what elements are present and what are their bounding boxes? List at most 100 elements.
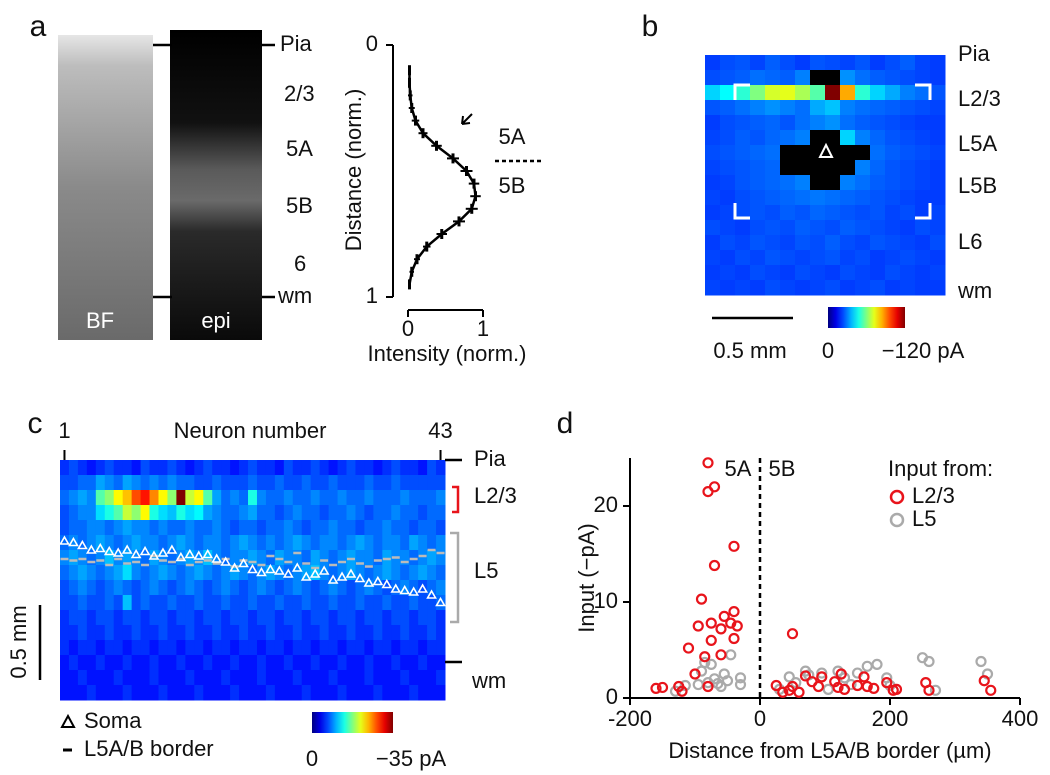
heatmap-cell xyxy=(780,100,796,116)
heatmap-cell xyxy=(409,655,419,671)
heatmap-cell xyxy=(122,595,133,611)
heatmap-cell xyxy=(915,55,931,71)
heatmap-cell xyxy=(167,685,177,701)
heatmap-cell xyxy=(68,685,79,701)
heatmap-cell xyxy=(337,475,348,491)
heatmap-cell xyxy=(409,670,419,686)
heatmap-cell xyxy=(185,460,195,476)
heatmap-cell xyxy=(705,175,721,191)
layer-label: 5A xyxy=(286,136,313,161)
heatmap-cell xyxy=(292,505,303,521)
layer-label: L5A xyxy=(958,131,997,156)
heatmap-cell xyxy=(780,265,796,281)
x-tick-label: 1 xyxy=(58,418,70,443)
layer-label: Pia xyxy=(280,31,313,56)
layer-label: 5B xyxy=(286,193,313,218)
soma-marker xyxy=(390,583,402,593)
heatmap-cell xyxy=(427,490,437,506)
heatmap-cell xyxy=(221,595,231,611)
heatmap-cell xyxy=(885,190,901,206)
heatmap-cell xyxy=(780,250,796,266)
heatmap-cell xyxy=(735,70,751,86)
y-tick-label: 0 xyxy=(606,684,618,709)
heatmap-cell xyxy=(319,460,330,476)
x-tick-label: 0 xyxy=(402,316,414,341)
scatter-point xyxy=(783,671,795,683)
heatmap-cell xyxy=(77,460,88,476)
soma-marker xyxy=(229,562,240,572)
heatmap-cell xyxy=(795,145,811,161)
heatmap-cell xyxy=(840,220,856,236)
heatmap-cell xyxy=(274,460,285,476)
heatmap-cell xyxy=(248,460,258,476)
heatmap-cell xyxy=(131,655,142,671)
heatmap-cell xyxy=(915,235,931,251)
soma-marker xyxy=(148,550,160,560)
heatmap-cell xyxy=(265,625,276,641)
heatmap-cell xyxy=(355,535,365,551)
heatmap-cell xyxy=(113,670,124,686)
heatmap-cell xyxy=(176,580,186,596)
heatmap-cell xyxy=(373,550,383,566)
heatmap-cell xyxy=(720,265,736,281)
heatmap-cell xyxy=(337,460,348,476)
heatmap-cell xyxy=(212,535,222,551)
heatmap-cell xyxy=(95,580,106,596)
soma-marker xyxy=(68,536,79,547)
heatmap-cell xyxy=(436,550,446,566)
heatmap-cell xyxy=(77,610,88,626)
heatmap-cell xyxy=(230,640,240,656)
heatmap-cell xyxy=(212,490,222,506)
heatmap-cell xyxy=(750,175,766,191)
heatmap-cell xyxy=(60,595,70,611)
heatmap-cell xyxy=(840,130,856,146)
heatmap-cell xyxy=(705,70,721,86)
heatmap-cell xyxy=(825,55,841,71)
heatmap-cell xyxy=(436,520,446,536)
heatmap-cell xyxy=(705,145,721,161)
scatter-point xyxy=(692,678,704,691)
heatmap-cell xyxy=(176,670,186,686)
heatmap-cell xyxy=(355,655,365,671)
heatmap-cell xyxy=(930,235,946,251)
heatmap-cell xyxy=(720,235,736,251)
heatmap-cell xyxy=(113,505,124,521)
heatmap-cell xyxy=(328,535,339,551)
heatmap-cell xyxy=(810,115,826,131)
heatmap-cell xyxy=(68,550,79,566)
heatmap-cell xyxy=(256,520,267,536)
heatmap-cell xyxy=(750,280,766,296)
heatmap-cell xyxy=(185,475,195,491)
heatmap-cell xyxy=(436,625,446,641)
heatmap-cell xyxy=(427,670,437,686)
heatmap-cell xyxy=(418,640,428,656)
heatmap-cell xyxy=(705,220,721,236)
heatmap-cell xyxy=(885,205,901,221)
heatmap-cell xyxy=(194,640,204,656)
heatmap-cell xyxy=(77,625,88,641)
scatter-point xyxy=(656,681,669,694)
layer-label: L2/3 xyxy=(958,86,1001,111)
heatmap-cell xyxy=(337,640,348,656)
layer-connectors xyxy=(153,43,275,299)
heatmap-cell xyxy=(185,685,195,701)
heatmap-cell xyxy=(705,160,721,176)
scatter-point xyxy=(923,655,935,668)
heatmap-cell xyxy=(400,625,410,641)
heatmap-cell xyxy=(810,70,826,86)
heatmap-cell xyxy=(400,505,410,521)
heatmap-cell xyxy=(239,460,249,476)
heatmap-cell xyxy=(194,580,204,596)
heatmap-cell xyxy=(795,265,811,281)
heatmap-cell xyxy=(185,595,195,611)
heatmap-cell xyxy=(274,670,285,686)
soma-marker xyxy=(363,577,375,587)
scatter-point xyxy=(715,623,727,635)
heatmap-cell xyxy=(203,460,213,476)
heatmap-cell xyxy=(355,610,365,626)
heatmap-cell xyxy=(104,460,115,476)
heatmap-cell xyxy=(68,505,79,521)
heatmap-cell xyxy=(319,565,330,581)
heatmap-cell xyxy=(364,505,374,521)
heatmap-cell xyxy=(319,535,330,551)
